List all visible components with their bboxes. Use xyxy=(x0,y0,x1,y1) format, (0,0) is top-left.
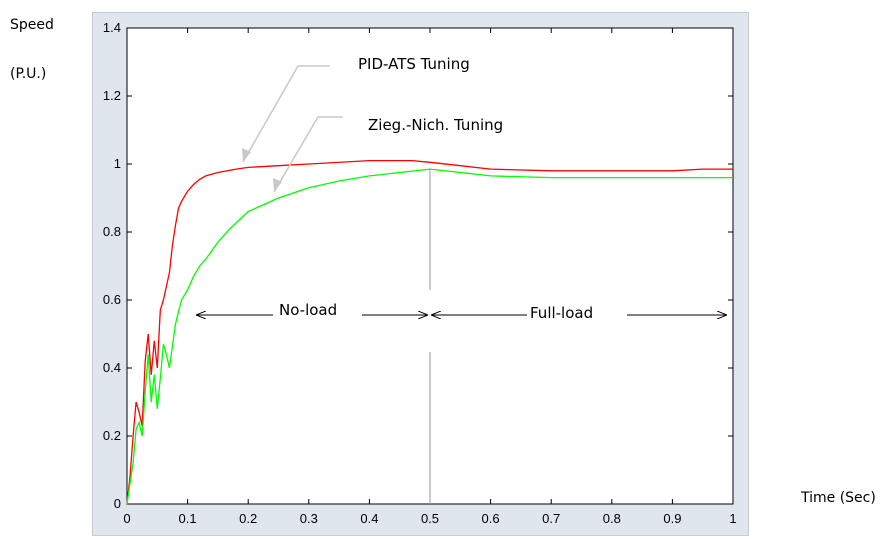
annotation-layer: PID-ATS Tuning Zieg.-Nich. Tuning No-loa… xyxy=(197,55,726,504)
pid-ats-pointer-head xyxy=(242,148,251,162)
y-tick-label: 0.2 xyxy=(103,428,121,443)
x-tick-label: 0.7 xyxy=(542,511,560,526)
x-tick-label: 0 xyxy=(123,511,130,526)
y-tick-label: 0.6 xyxy=(103,292,121,307)
x-tick-label: 0.5 xyxy=(421,511,439,526)
x-tick-label: 0.4 xyxy=(360,511,378,526)
x-axis-label: Time (Sec) xyxy=(801,490,876,506)
no-load-label: No-load xyxy=(279,301,337,319)
y-tick-label: 0.4 xyxy=(103,360,121,375)
x-tick-label: 0.9 xyxy=(663,511,681,526)
full-load-label: Full-load xyxy=(530,304,593,322)
series-line-zieg-nich-tuning xyxy=(126,168,733,505)
x-tick-label: 1 xyxy=(729,511,736,526)
pid-ats-pointer xyxy=(242,65,330,163)
x-tick-label: 0.1 xyxy=(179,511,197,526)
series-layer xyxy=(126,159,733,505)
zieg-nich-pointer xyxy=(273,116,343,193)
zieg-nich-pointer-head xyxy=(273,178,282,192)
y-tick-label: 0.8 xyxy=(103,224,121,239)
x-tick-label: 0.2 xyxy=(239,511,257,526)
x-tick-label: 0.3 xyxy=(300,511,318,526)
y-axis-label-line2: (P.U.) xyxy=(10,66,47,82)
y-tick-label: 1 xyxy=(114,156,121,171)
zieg-nich-label: Zieg.-Nich. Tuning xyxy=(368,116,503,134)
y-tick-label: 1.2 xyxy=(103,88,121,103)
x-tick-label: 0.8 xyxy=(603,511,621,526)
y-axis-label-line1: Speed xyxy=(10,17,54,33)
axis-ticks: 0 0.1 0.2 0.3 0.4 0.5 0.6 0.7 0.8 0.9 1 0 0.2 0.4 0.6 0… xyxy=(103,20,737,526)
y-tick-label: 0 xyxy=(114,496,121,511)
pid-ats-label: PID-ATS Tuning xyxy=(358,55,470,73)
series-line-pid-ats-tuning xyxy=(126,159,733,505)
x-tick-label: 0.6 xyxy=(482,511,500,526)
y-tick-label: 1.4 xyxy=(103,20,121,35)
